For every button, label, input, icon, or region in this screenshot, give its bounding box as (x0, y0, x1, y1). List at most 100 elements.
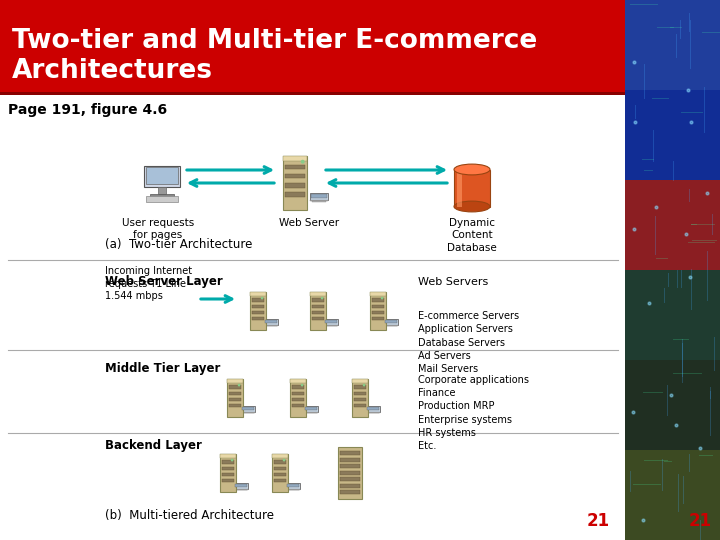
Bar (312, 299, 324, 301)
Bar (454, 170, 490, 206)
Bar (292, 398, 304, 401)
Bar (234, 483, 248, 489)
Bar (145, 196, 179, 202)
Bar (229, 386, 241, 389)
Bar (252, 299, 264, 301)
Bar (292, 386, 304, 389)
Bar (285, 183, 305, 187)
Bar (272, 454, 288, 458)
Text: 21: 21 (587, 512, 610, 530)
Text: Two-tier and Multi-tier E-commerce: Two-tier and Multi-tier E-commerce (12, 28, 537, 54)
Bar (265, 320, 277, 323)
Bar (229, 398, 241, 401)
Bar (227, 379, 243, 417)
Bar (354, 398, 366, 401)
Bar (222, 473, 234, 476)
Bar (250, 292, 266, 296)
Bar (144, 166, 180, 187)
Text: (b)  Multi-tiered Architecture: (b) Multi-tiered Architecture (105, 509, 274, 522)
Bar (158, 187, 166, 194)
Bar (0, 95, 625, 540)
Ellipse shape (283, 459, 285, 462)
Bar (274, 467, 286, 470)
Text: Web Server: Web Server (279, 218, 339, 228)
Bar (352, 379, 368, 383)
Bar (250, 292, 266, 330)
Bar (372, 299, 384, 301)
Bar (625, 0, 720, 90)
Bar (292, 392, 304, 395)
Bar (311, 193, 327, 198)
Bar (145, 167, 179, 185)
Bar (354, 392, 366, 395)
Bar (252, 311, 264, 314)
Text: Web Server Layer: Web Server Layer (105, 275, 222, 288)
Bar (340, 483, 360, 488)
Text: Corporate applications
Finance
Production MRP
Enterprise systems
HR systems
Etc.: Corporate applications Finance Productio… (418, 375, 529, 451)
Bar (283, 156, 307, 161)
Bar (625, 360, 720, 450)
Bar (285, 165, 305, 170)
Bar (292, 404, 304, 408)
Bar (312, 311, 324, 314)
Ellipse shape (381, 297, 384, 300)
Bar (372, 311, 384, 314)
Bar (340, 490, 360, 494)
Ellipse shape (454, 164, 490, 175)
Bar (286, 483, 300, 489)
Bar (372, 305, 384, 308)
Bar (340, 477, 360, 481)
Bar (222, 461, 234, 463)
Bar (305, 407, 318, 410)
Bar (150, 194, 174, 199)
Bar (310, 200, 328, 201)
Text: Incoming Internet
requests T1 Line
1.544 mbps: Incoming Internet requests T1 Line 1.544… (105, 266, 192, 301)
Text: Dynamic
Content
Database: Dynamic Content Database (447, 218, 497, 253)
Bar (235, 483, 247, 487)
Bar (354, 404, 366, 408)
Bar (312, 305, 324, 308)
Text: (a)  Two-tier Architecture: (a) Two-tier Architecture (105, 238, 253, 251)
Text: Backend Layer: Backend Layer (105, 439, 202, 452)
Bar (264, 325, 278, 326)
Bar (384, 319, 398, 325)
Ellipse shape (238, 384, 240, 387)
Bar (625, 90, 720, 180)
Bar (242, 407, 254, 410)
Bar (366, 412, 380, 413)
Bar (310, 192, 328, 200)
Text: E-commerce Servers
Application Servers
Database Servers
Ad Servers
Mail Servers: E-commerce Servers Application Servers D… (418, 311, 519, 374)
Bar (290, 379, 306, 417)
Bar (229, 392, 241, 395)
Text: 21: 21 (689, 512, 712, 530)
Bar (252, 305, 264, 308)
Bar (290, 379, 306, 383)
Bar (0, 92, 625, 95)
Bar (304, 412, 318, 413)
Ellipse shape (261, 297, 264, 300)
Bar (340, 470, 360, 475)
Bar (240, 412, 255, 413)
Bar (366, 407, 379, 410)
Bar (234, 489, 248, 490)
Text: User requests
for pages: User requests for pages (122, 218, 194, 240)
Bar (304, 406, 318, 412)
Bar (274, 473, 286, 476)
Bar (384, 320, 397, 323)
Bar (366, 406, 380, 412)
Bar (352, 379, 368, 417)
Bar (272, 454, 288, 492)
Bar (0, 0, 625, 95)
Bar (264, 319, 278, 325)
Bar (370, 292, 386, 330)
Bar (372, 318, 384, 320)
Bar (340, 464, 360, 468)
Bar (340, 451, 360, 455)
Bar (354, 386, 366, 389)
Bar (324, 319, 338, 325)
Bar (340, 457, 360, 462)
Bar (220, 454, 236, 492)
Bar (325, 320, 337, 323)
Bar (227, 379, 243, 383)
Bar (283, 156, 307, 210)
